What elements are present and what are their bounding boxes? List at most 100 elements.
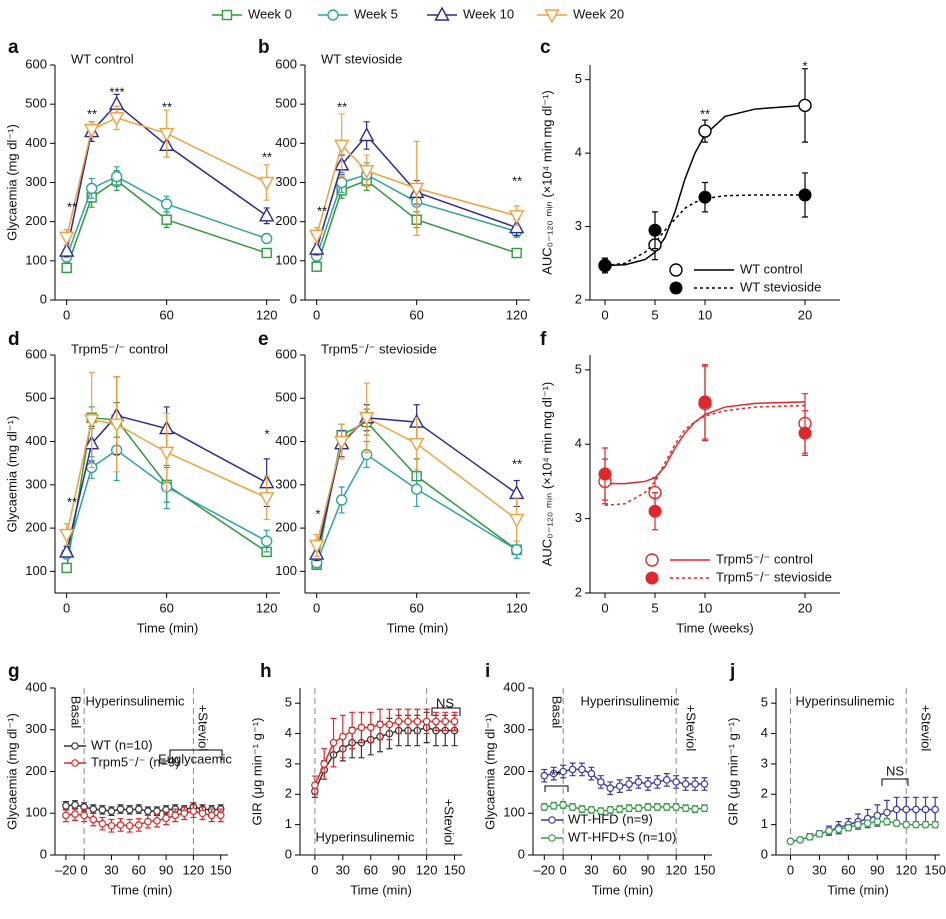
marker <box>902 805 911 814</box>
marker <box>598 467 612 481</box>
marker <box>125 806 134 814</box>
marker <box>549 769 558 778</box>
x-tick-label: 0 <box>601 600 608 615</box>
annotation: +Steviol <box>442 799 457 846</box>
marker <box>578 765 586 774</box>
marker <box>598 258 612 272</box>
x-tick-label: 10 <box>698 307 712 322</box>
annotation: Hyperinsulinemic <box>86 693 185 708</box>
marker <box>873 811 882 820</box>
y-axis-label: Glycaemia (mg dl⁻¹) <box>482 713 497 830</box>
annotation: ** <box>551 767 561 782</box>
marker <box>358 127 375 142</box>
marker <box>98 806 107 814</box>
marker <box>615 805 624 813</box>
y-tick-label: 3 <box>575 510 582 525</box>
x-axis-label: Time (min) <box>137 620 199 635</box>
marker <box>62 801 70 810</box>
fit-curve <box>604 404 806 506</box>
marker <box>441 717 450 726</box>
marker <box>311 261 322 272</box>
marker <box>162 814 170 823</box>
y-tick-label: 500 <box>25 390 47 405</box>
marker <box>597 807 605 815</box>
x-tick-label: 5 <box>651 307 658 322</box>
marker <box>508 219 525 234</box>
marker <box>450 717 459 726</box>
x-tick-label: 60 <box>841 862 855 877</box>
marker <box>672 778 681 786</box>
marker <box>108 112 125 127</box>
marker <box>327 9 339 21</box>
y-tick-label: 500 <box>25 96 47 111</box>
x-tick-label: 5 <box>651 600 658 615</box>
marker <box>58 242 75 257</box>
marker <box>508 513 525 528</box>
bracket <box>169 749 223 760</box>
annotation: ** <box>262 149 272 164</box>
marker <box>644 803 652 811</box>
marker <box>171 811 179 820</box>
x-tick-label: 0 <box>787 862 794 877</box>
marker <box>786 837 795 846</box>
marker <box>110 170 123 183</box>
marker <box>58 231 75 246</box>
marker <box>548 834 556 842</box>
marker <box>83 414 100 429</box>
marker <box>648 504 662 518</box>
annotation: Basal <box>550 696 565 729</box>
x-tick-label: 0 <box>63 600 70 615</box>
marker <box>85 182 98 195</box>
y-axis-label: GIR (μg min⁻¹ g⁻¹) <box>249 718 264 826</box>
bracket <box>431 707 461 716</box>
annotation: +Steviol <box>684 705 699 752</box>
marker <box>376 720 384 729</box>
marker <box>798 98 812 113</box>
marker <box>161 214 172 225</box>
y-tick-label: 3 <box>285 755 292 770</box>
panel-subtitle: WT control <box>71 51 134 66</box>
marker <box>634 778 643 786</box>
x-tick-label: 150 <box>924 862 946 877</box>
marker <box>834 825 843 833</box>
y-tick-label: 1 <box>285 816 292 831</box>
annotation: +Steviol <box>196 705 211 752</box>
marker <box>153 807 161 815</box>
annotation: NS <box>886 763 904 778</box>
x-tick-label: 120 <box>506 307 528 322</box>
marker <box>404 717 412 726</box>
annotation: NS <box>436 695 454 710</box>
marker <box>691 780 699 788</box>
x-tick-label: 120 <box>895 862 917 877</box>
y-tick-label: 3 <box>761 755 768 770</box>
x-axis-label: Time (weeks) <box>676 620 754 635</box>
y-tick-label: 0 <box>40 846 47 861</box>
legend-label: Week 5 <box>354 6 398 21</box>
y-tick-label: 400 <box>25 135 47 150</box>
panel-label: a <box>8 37 19 58</box>
y-tick-label: 4 <box>575 145 582 160</box>
marker <box>358 412 375 427</box>
x-tick-label: 120 <box>256 307 278 322</box>
marker <box>58 543 75 558</box>
marker <box>645 571 659 585</box>
annotation: Hyperinsulinemic <box>796 693 895 708</box>
marker <box>698 124 712 138</box>
legend-label: WT-HFD (n=9) <box>568 811 653 826</box>
panel-subtitle: WT stevioside <box>321 51 402 66</box>
y-tick-label: 5 <box>761 695 768 710</box>
y-tick-label: 600 <box>275 346 297 361</box>
y-tick-label: 1 <box>761 816 768 831</box>
x-tick-label: 30 <box>812 862 826 877</box>
y-tick-label: 300 <box>25 721 47 736</box>
x-axis-label: Time (min) <box>592 882 654 897</box>
marker <box>107 807 116 815</box>
marker <box>597 778 605 786</box>
x-tick-label: 0 <box>601 307 608 322</box>
marker <box>144 817 152 826</box>
marker <box>153 816 161 825</box>
y-tick-label: 200 <box>503 763 525 778</box>
marker <box>625 780 633 788</box>
marker <box>892 819 901 827</box>
marker <box>540 803 549 811</box>
